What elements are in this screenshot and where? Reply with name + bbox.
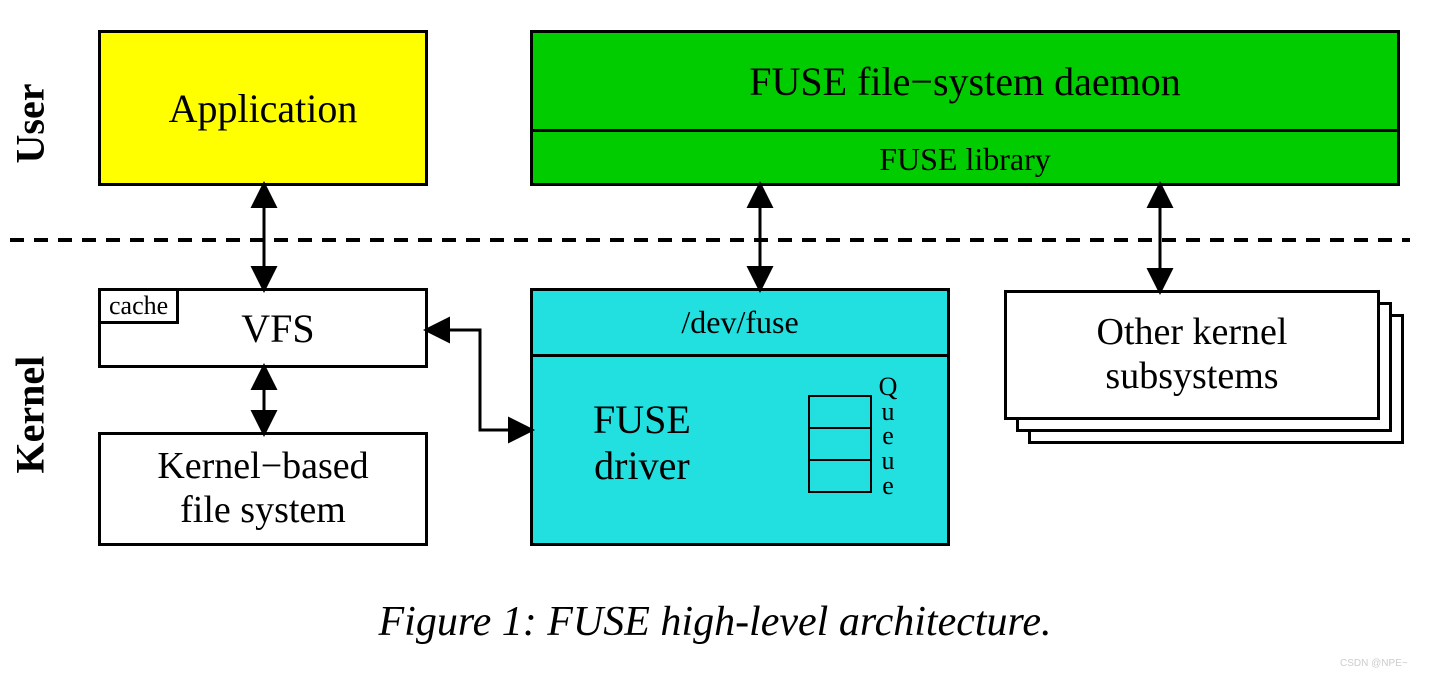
kernel-fs-box: Kernel−based file system (98, 432, 428, 546)
fuse-library-text: FUSE library (879, 141, 1051, 178)
fuse-driver-line1: FUSE (593, 397, 691, 442)
queue-cell-2 (808, 427, 872, 459)
queue-cell-3 (808, 459, 872, 493)
vfs-text: VFS (241, 305, 314, 352)
kernel-fs-line2: file system (180, 489, 346, 533)
dev-fuse-header: /dev/fuse (533, 291, 947, 357)
fuse-driver-box: /dev/fuse FUSE driver Q u e u e (530, 288, 950, 546)
caption-text: Figure 1: FUSE high-level architecture. (379, 599, 1052, 645)
watermark: CSDN @NPE~ (1340, 658, 1408, 669)
user-label-text: User (8, 84, 53, 164)
fuse-daemon-header: FUSE file−system daemon (533, 33, 1397, 132)
kernel-label-text: Kernel (8, 356, 53, 474)
other-subsys-line1: Other kernel (1097, 311, 1288, 355)
queue-e2: e (882, 471, 894, 500)
cache-tab: cache (98, 288, 179, 324)
application-text: Application (169, 85, 358, 132)
fuse-library-row: FUSE library (533, 132, 1397, 186)
arrow-vfs-fusedriver (432, 330, 526, 430)
cache-text: cache (109, 291, 168, 320)
user-section-label: User (7, 64, 54, 164)
kernel-section-label: Kernel (7, 334, 54, 474)
other-subsys-box: Other kernel subsystems (1004, 290, 1380, 420)
application-box: Application (98, 30, 428, 186)
queue-stack (808, 395, 872, 493)
watermark-text: CSDN @NPE~ (1340, 658, 1408, 669)
dev-fuse-text: /dev/fuse (681, 304, 798, 341)
fuse-daemon-box: FUSE file−system daemon FUSE library (530, 30, 1400, 186)
other-subsys-line2: subsystems (1105, 355, 1278, 399)
fuse-driver-body: FUSE driver Q u e u e (533, 357, 947, 546)
vfs-box: cache VFS (98, 288, 428, 368)
fuse-driver-label: FUSE driver (593, 397, 691, 489)
kernel-fs-line1: Kernel−based (157, 445, 368, 489)
queue-cell-1 (808, 395, 872, 427)
queue-label: Q u e u e (878, 375, 898, 498)
fuse-daemon-header-text: FUSE file−system daemon (749, 58, 1180, 105)
fuse-driver-line2: driver (594, 443, 690, 488)
diagram-canvas: User Kernel Application FUSE file−system… (0, 0, 1430, 676)
figure-caption: Figure 1: FUSE high-level architecture. (0, 598, 1430, 646)
